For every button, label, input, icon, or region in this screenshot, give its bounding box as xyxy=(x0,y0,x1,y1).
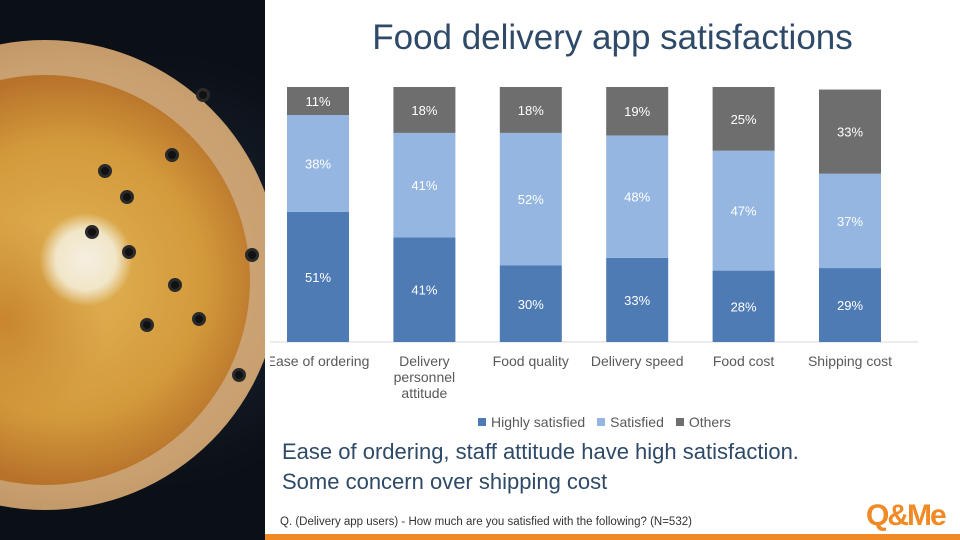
x-tick-label: personnel xyxy=(394,369,456,385)
data-label: 29% xyxy=(837,298,863,313)
x-tick-label: attitude xyxy=(401,385,447,401)
bar-segment xyxy=(712,270,775,342)
bar-segment xyxy=(606,257,669,342)
bar-segment xyxy=(819,89,881,174)
data-label: 47% xyxy=(731,204,757,219)
x-tick-label: Delivery xyxy=(399,353,450,369)
bar-segment xyxy=(819,268,881,342)
olive xyxy=(245,248,259,262)
data-label: 18% xyxy=(518,103,544,118)
data-label: 28% xyxy=(731,299,757,314)
olive xyxy=(140,318,154,332)
bar-segment xyxy=(499,265,562,342)
legend-item-satisfied: Satisfied xyxy=(597,414,664,430)
olive xyxy=(168,278,182,292)
olive xyxy=(120,190,134,204)
data-label: 51% xyxy=(305,270,331,285)
legend-label: Satisfied xyxy=(610,414,664,430)
data-label: 38% xyxy=(305,157,331,172)
olive xyxy=(98,164,112,178)
olive xyxy=(165,148,179,162)
legend-label: Others xyxy=(688,414,731,430)
bar-segment xyxy=(819,173,881,269)
bar-segment xyxy=(287,115,349,212)
data-label: 37% xyxy=(837,214,863,229)
data-label: 48% xyxy=(624,190,650,205)
bar-segment xyxy=(499,87,562,133)
x-tick-label: Food quality xyxy=(493,353,569,369)
data-label: 33% xyxy=(837,125,863,140)
chart-legend: Highly satisfied Satisfied Others xyxy=(478,414,731,430)
x-tick-label: Food cost xyxy=(713,353,775,369)
bar-segment xyxy=(287,211,349,342)
data-label: 52% xyxy=(518,192,544,207)
data-label: 33% xyxy=(624,293,650,308)
data-label: 30% xyxy=(518,297,544,312)
x-tick-label: Delivery speed xyxy=(591,353,684,369)
data-label: 19% xyxy=(624,104,650,119)
survey-question-footnote: Q. (Delivery app users) - How much are y… xyxy=(280,516,692,528)
bar-segment xyxy=(606,135,669,258)
legend-item-others: Others xyxy=(675,414,731,430)
summary-text: Ease of ordering, staff attitude have hi… xyxy=(282,437,799,497)
bar-segment xyxy=(393,237,456,342)
olive xyxy=(196,88,210,102)
data-label: 41% xyxy=(411,178,437,193)
olive xyxy=(122,245,136,259)
legend-label: Highly satisfied xyxy=(491,414,586,430)
summary-line-2: Some concern over shipping cost xyxy=(282,469,608,494)
olive xyxy=(192,312,206,326)
bar-segment xyxy=(393,87,456,133)
stacked-bar-chart: 51% 38% 11% Ease of ordering 41% 41% 18% Delive… xyxy=(270,87,919,401)
page-title: Food delivery app satisfactions xyxy=(372,18,853,57)
bar-segment xyxy=(287,87,349,116)
legend-swatch xyxy=(597,418,606,426)
x-tick-label: Ease of ordering xyxy=(270,353,369,369)
x-tick-label: Shipping cost xyxy=(808,353,892,369)
olive xyxy=(232,368,246,382)
logo-text: Q&Me xyxy=(866,499,947,532)
bar-segment xyxy=(499,132,562,266)
legend-item-highly-satisfied: Highly satisfied xyxy=(478,414,585,430)
pizza-photo xyxy=(0,0,265,540)
data-label: 11% xyxy=(305,94,330,109)
summary-line-1: Ease of ordering, staff attitude have hi… xyxy=(282,439,799,464)
brand-bar xyxy=(265,534,960,540)
bar-segment xyxy=(712,87,775,151)
data-label: 25% xyxy=(731,112,757,127)
bar-segment xyxy=(393,132,456,238)
olive xyxy=(85,225,99,239)
bar-segment xyxy=(606,87,669,136)
bar-segment xyxy=(712,150,775,271)
company-logo: Q&Me xyxy=(866,498,947,534)
data-label: 41% xyxy=(411,283,437,298)
legend-swatch xyxy=(675,418,684,426)
legend-swatch xyxy=(478,418,486,426)
data-label: 18% xyxy=(411,103,437,118)
